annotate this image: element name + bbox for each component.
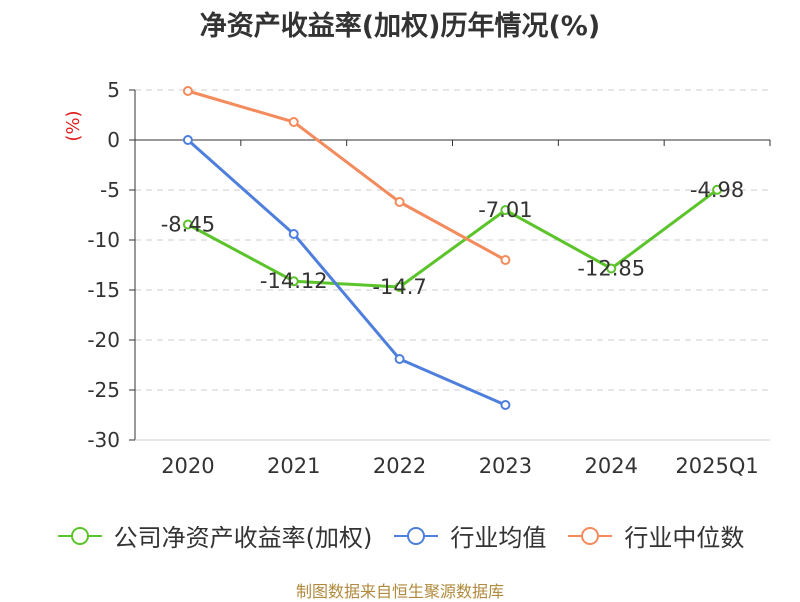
legend-marker-median-icon xyxy=(568,526,613,545)
legend-marker-company-icon xyxy=(57,526,102,545)
legend-label-mean: 行业均值 xyxy=(450,524,547,552)
data-point-industry-mean xyxy=(500,400,511,410)
data-point-industry-mean xyxy=(182,135,193,145)
legend-item-industry-mean[interactable]: 行业均值 xyxy=(392,518,546,553)
y-tick-label: -5 xyxy=(100,178,120,202)
x-tick-label: 2020 xyxy=(161,454,214,478)
data-label: -8.45 xyxy=(161,213,215,237)
legend-label-company: 公司净资产收益率(加权) xyxy=(113,524,373,552)
x-tick-label: 2022 xyxy=(373,454,426,478)
legend-marker-mean-icon xyxy=(394,526,439,545)
chart-title: 净资产收益率(加权)历年情况(%) xyxy=(199,11,601,42)
data-point-company xyxy=(182,219,193,230)
legend-label-median: 行业中位数 xyxy=(624,524,745,552)
legend: 公司净资产收益率(加权) 行业均值 行业中位数 xyxy=(0,518,800,553)
series-line-industry-mean xyxy=(186,138,507,407)
x-tick-label: 2025Q1 xyxy=(675,454,758,478)
y-tick-label: 0 xyxy=(107,128,120,152)
data-point-company xyxy=(394,282,405,292)
x-tick-label: 2023 xyxy=(479,454,532,478)
series-line-company xyxy=(187,188,718,289)
data-point-company xyxy=(712,184,723,195)
y-axis-label: (%) xyxy=(63,110,84,141)
legend-item-industry-median[interactable]: 行业中位数 xyxy=(566,518,744,553)
data-point-company xyxy=(288,276,299,287)
data-point-company xyxy=(500,205,511,216)
data-point-industry-mean xyxy=(288,229,299,239)
y-tick-label: -10 xyxy=(87,228,120,252)
legend-item-company[interactable]: 公司净资产收益率(加权) xyxy=(56,518,373,553)
data-source: 制图数据来自恒生聚源数据库 xyxy=(295,582,504,601)
series-line-industry-median xyxy=(187,89,507,262)
x-tick-label: 2021 xyxy=(267,454,320,478)
data-point-industry-median xyxy=(500,255,511,265)
data-label: -4.98 xyxy=(690,178,744,202)
data-point-industry-median xyxy=(288,117,299,127)
data-label: -14.12 xyxy=(260,269,328,293)
data-label: -7.01 xyxy=(478,198,532,222)
data-point-industry-mean xyxy=(394,354,405,364)
data-point-industry-median xyxy=(394,197,405,207)
data-point-company xyxy=(606,263,617,274)
x-tick-label: 2024 xyxy=(585,454,638,478)
y-tick-label: -25 xyxy=(87,378,120,402)
y-tick-label: -20 xyxy=(87,328,120,352)
data-label: -12.85 xyxy=(577,257,645,281)
data-label: -14.7 xyxy=(372,275,426,299)
y-tick-label: 5 xyxy=(107,78,120,102)
data-point-industry-median xyxy=(182,86,193,96)
y-tick-label: -30 xyxy=(87,428,120,452)
y-tick-label: -15 xyxy=(87,278,120,302)
